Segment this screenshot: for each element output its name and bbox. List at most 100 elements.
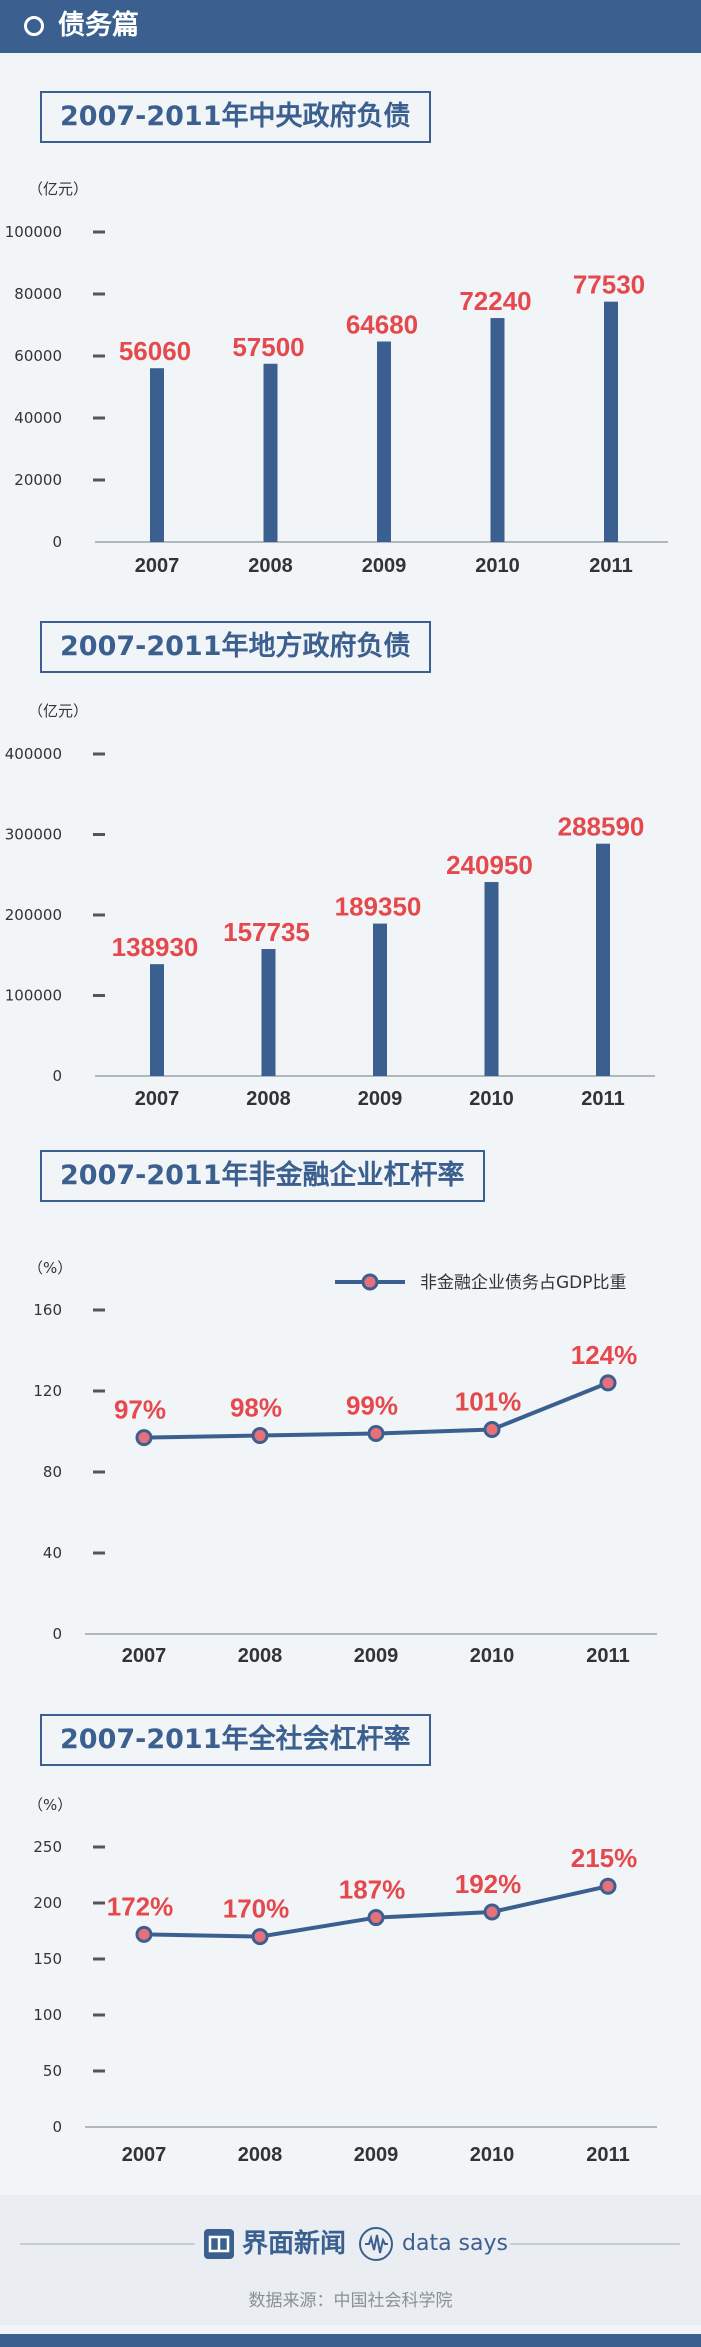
x-tick-label: 2007 bbox=[122, 2144, 167, 2166]
bar bbox=[261, 949, 276, 1076]
data-label: 72240 bbox=[459, 286, 531, 316]
data-label: 170% bbox=[223, 1894, 290, 1924]
data-point bbox=[367, 1425, 385, 1443]
x-tick-label: 2008 bbox=[238, 1645, 283, 1667]
brand-name: 界面新闻 bbox=[242, 2229, 347, 2259]
x-tick-label: 2007 bbox=[122, 1645, 167, 1667]
y-tick-label: 200 bbox=[33, 1894, 62, 1912]
page-header: 债务篇 bbox=[0, 0, 701, 53]
y-tick-label: 0 bbox=[52, 1067, 62, 1085]
y-tick-label: 80 bbox=[43, 1463, 62, 1481]
x-tick-label: 2007 bbox=[135, 1088, 180, 1110]
bar bbox=[150, 368, 164, 542]
data-point bbox=[599, 1877, 617, 1895]
y-tick-label: 250 bbox=[33, 1838, 62, 1856]
data-label: 77530 bbox=[573, 270, 645, 300]
data-label: 99% bbox=[346, 1391, 398, 1421]
y-tick-label: 100000 bbox=[5, 987, 62, 1005]
x-tick-label: 2010 bbox=[470, 2144, 515, 2166]
chart-social-leverage: （%） 0 50 100 150 200 250 2007 2008 2009 2010 2011 17… bbox=[28, 1796, 657, 2166]
chart-local-debt: （亿元） 0 100000 200000 300000 400000 2007 2008 200… bbox=[5, 702, 655, 1110]
legend-label: 非金融企业债务占GDP比重 bbox=[420, 1273, 627, 1293]
page-title: 债务篇 bbox=[58, 10, 139, 41]
y-tick-label: 0 bbox=[52, 1625, 62, 1643]
footer-divider-right bbox=[510, 2243, 680, 2245]
x-tick-label: 2009 bbox=[354, 2144, 399, 2166]
y-tick-label: 160 bbox=[33, 1301, 62, 1319]
data-point bbox=[483, 1903, 501, 1921]
data-point bbox=[251, 1928, 269, 1946]
y-tick-label: 60000 bbox=[14, 347, 62, 365]
x-tick-label: 2010 bbox=[475, 555, 520, 577]
legend-marker bbox=[361, 1273, 379, 1291]
bar bbox=[150, 964, 164, 1076]
data-point bbox=[135, 1925, 153, 1943]
data-point bbox=[599, 1374, 617, 1392]
chart-title-local-debt: 2007-2011年地方政府负债 bbox=[40, 621, 431, 673]
y-tick-label: 0 bbox=[52, 2118, 62, 2136]
bar bbox=[604, 301, 618, 542]
x-tick-label: 2011 bbox=[581, 1088, 624, 1110]
bar bbox=[377, 341, 391, 542]
y-tick-label: 80000 bbox=[14, 285, 62, 303]
x-tick-label: 2009 bbox=[362, 555, 407, 577]
footer-divider-left bbox=[20, 2243, 195, 2245]
y-axis-unit-label: （亿元） bbox=[28, 702, 88, 720]
data-label: 124% bbox=[571, 1340, 638, 1370]
bar bbox=[484, 882, 499, 1076]
circle-icon bbox=[24, 16, 44, 36]
chart-title-central-debt: 2007-2011年中央政府负债 bbox=[40, 91, 431, 143]
chart-central-debt: （亿元） 0 20000 40000 60000 80000 100000 2007 2008 2… bbox=[5, 180, 668, 577]
data-label: 57500 bbox=[232, 332, 304, 362]
y-tick-label: 0 bbox=[52, 533, 62, 551]
data-label: 98% bbox=[230, 1393, 282, 1423]
data-says-label: data says bbox=[402, 2231, 508, 2256]
x-tick-label: 2009 bbox=[358, 1088, 403, 1110]
x-tick-label: 2007 bbox=[135, 555, 180, 577]
y-tick-label: 40 bbox=[43, 1544, 62, 1562]
y-axis-unit-label: （亿元） bbox=[28, 180, 88, 198]
data-label: 101% bbox=[455, 1386, 522, 1416]
bar bbox=[490, 318, 505, 542]
data-label: 172% bbox=[107, 1891, 174, 1921]
data-label: 138930 bbox=[112, 932, 199, 962]
data-label: 240950 bbox=[446, 850, 533, 880]
bar bbox=[373, 923, 387, 1076]
x-tick-label: 2010 bbox=[469, 1088, 514, 1110]
x-tick-label: 2008 bbox=[248, 555, 293, 577]
x-tick-label: 2011 bbox=[586, 2144, 629, 2166]
waveform-circle-icon bbox=[359, 2227, 393, 2261]
x-tick-label: 2008 bbox=[246, 1088, 291, 1110]
jiemian-logo-icon bbox=[204, 2229, 234, 2259]
y-axis-unit-label: （%） bbox=[28, 1796, 72, 1814]
y-axis-unit-label: （%） bbox=[28, 1259, 72, 1277]
data-point bbox=[135, 1429, 153, 1447]
bottom-bar bbox=[0, 2334, 701, 2347]
y-tick-label: 20000 bbox=[14, 471, 62, 489]
data-label: 288590 bbox=[558, 812, 645, 842]
y-tick-label: 200000 bbox=[5, 906, 62, 924]
data-label: 215% bbox=[571, 1843, 638, 1873]
y-tick-label: 100000 bbox=[5, 223, 62, 241]
chart-title-social-leverage: 2007-2011年全社会杠杆率 bbox=[40, 1714, 431, 1766]
data-point bbox=[251, 1427, 269, 1445]
x-tick-label: 2011 bbox=[586, 1645, 629, 1667]
data-label: 64680 bbox=[346, 309, 418, 339]
data-label: 192% bbox=[455, 1869, 522, 1899]
data-source: 数据来源：中国社会科学院 bbox=[248, 2291, 453, 2311]
x-tick-label: 2011 bbox=[589, 555, 632, 577]
chart-enterprise-leverage: （%） 0 40 80 120 160 2007 2008 2009 2010 2011 97% 98%… bbox=[28, 1259, 657, 1667]
bar bbox=[596, 843, 610, 1076]
x-tick-label: 2008 bbox=[238, 2144, 283, 2166]
data-label: 187% bbox=[339, 1875, 406, 1905]
data-label: 56060 bbox=[119, 336, 191, 366]
data-point bbox=[483, 1420, 501, 1438]
y-tick-label: 120 bbox=[33, 1382, 62, 1400]
footer bbox=[0, 2195, 701, 2325]
data-point bbox=[367, 1909, 385, 1927]
chart-title-enterprise-leverage: 2007-2011年非金融企业杠杆率 bbox=[40, 1150, 485, 1202]
data-label: 189350 bbox=[335, 892, 422, 922]
y-tick-label: 400000 bbox=[5, 745, 62, 763]
data-label: 157735 bbox=[223, 917, 310, 947]
x-tick-label: 2009 bbox=[354, 1645, 399, 1667]
